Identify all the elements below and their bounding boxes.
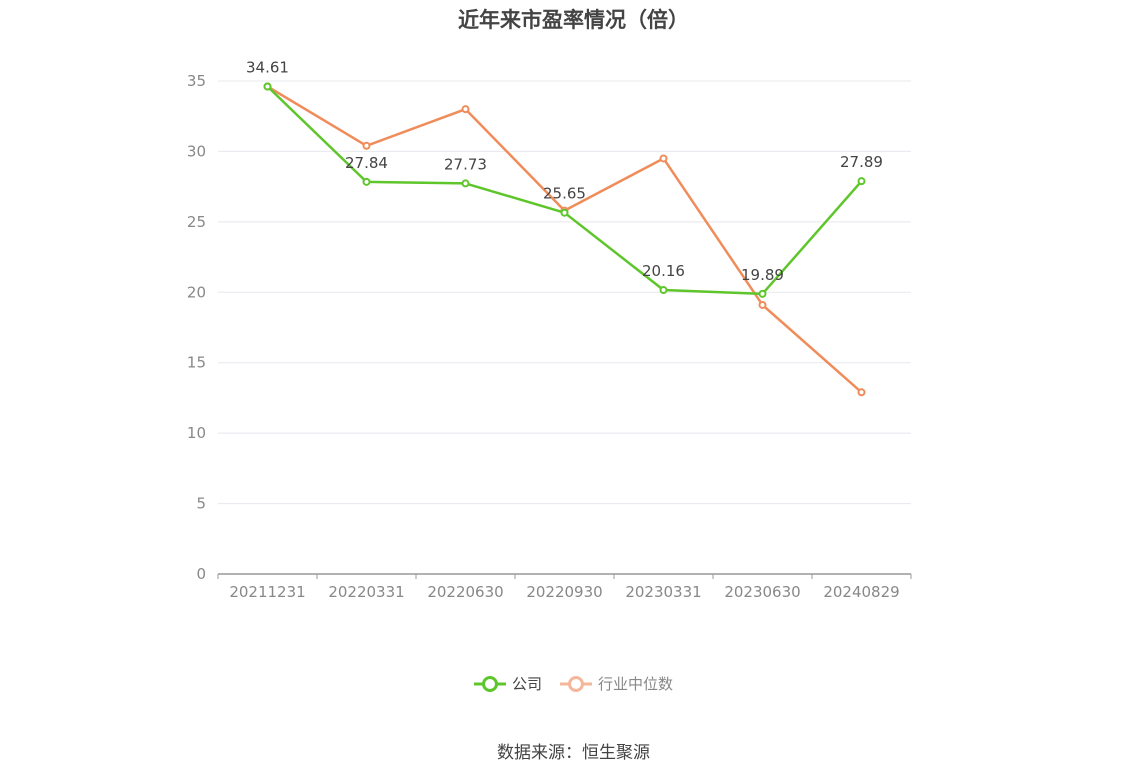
industry-data-point xyxy=(659,154,668,163)
industry-data-point xyxy=(857,388,866,397)
company-data-label: 19.89 xyxy=(741,266,784,284)
y-tick-label: 0 xyxy=(196,565,206,583)
company-data-point xyxy=(263,82,272,91)
company-data-point xyxy=(362,177,371,186)
company-data-label: 27.84 xyxy=(345,154,388,172)
y-tick-label: 20 xyxy=(187,283,206,301)
industry-data-point xyxy=(362,141,371,150)
industry-series-line xyxy=(266,85,863,394)
company-data-point xyxy=(560,208,569,217)
y-tick-label: 15 xyxy=(187,354,206,372)
legend-label-company: 公司 xyxy=(511,675,542,693)
chart-title: 近年来市盈率情况（倍） xyxy=(458,8,689,32)
line-chart: 0 5 10 15 20 25 30 35 20211231 20220331 20220630 20… xyxy=(187,58,912,601)
y-tick-label: 35 xyxy=(187,72,206,90)
company-data-label: 20.16 xyxy=(642,262,685,280)
company-data-point xyxy=(461,179,470,188)
industry-data-point xyxy=(758,300,767,309)
company-data-label: 27.89 xyxy=(840,153,883,171)
company-data-point xyxy=(857,177,866,186)
legend-item-industry[interactable]: 行业中位数 xyxy=(560,673,673,694)
x-tick-label: 20220630 xyxy=(427,583,503,601)
company-data-label: 27.73 xyxy=(444,155,487,173)
data-source: 数据来源：恒生聚源 xyxy=(497,743,650,763)
x-tick-label: 20230331 xyxy=(625,583,701,601)
company-data-point xyxy=(659,286,668,295)
y-tick-label: 30 xyxy=(187,142,206,160)
legend-item-company[interactable]: 公司 xyxy=(473,673,542,694)
industry-data-point xyxy=(461,105,470,114)
company-data-point xyxy=(758,289,767,298)
y-tick-label: 25 xyxy=(187,213,206,231)
x-tick-label: 20220331 xyxy=(328,583,404,601)
x-tick-label: 20230630 xyxy=(724,583,800,601)
company-data-label: 25.65 xyxy=(543,185,586,203)
legend-company-icon xyxy=(473,675,506,692)
legend-label-industry: 行业中位数 xyxy=(598,675,674,693)
y-tick-label: 10 xyxy=(187,424,206,442)
x-tick-label: 20220930 xyxy=(526,583,602,601)
y-tick-label: 5 xyxy=(196,495,206,513)
legend: 公司 行业中位数 xyxy=(0,673,1147,694)
legend-industry-icon xyxy=(560,675,592,692)
x-tick-label: 20240829 xyxy=(823,583,899,601)
company-data-label: 34.61 xyxy=(246,58,289,76)
x-tick-label: 20211231 xyxy=(229,583,305,601)
